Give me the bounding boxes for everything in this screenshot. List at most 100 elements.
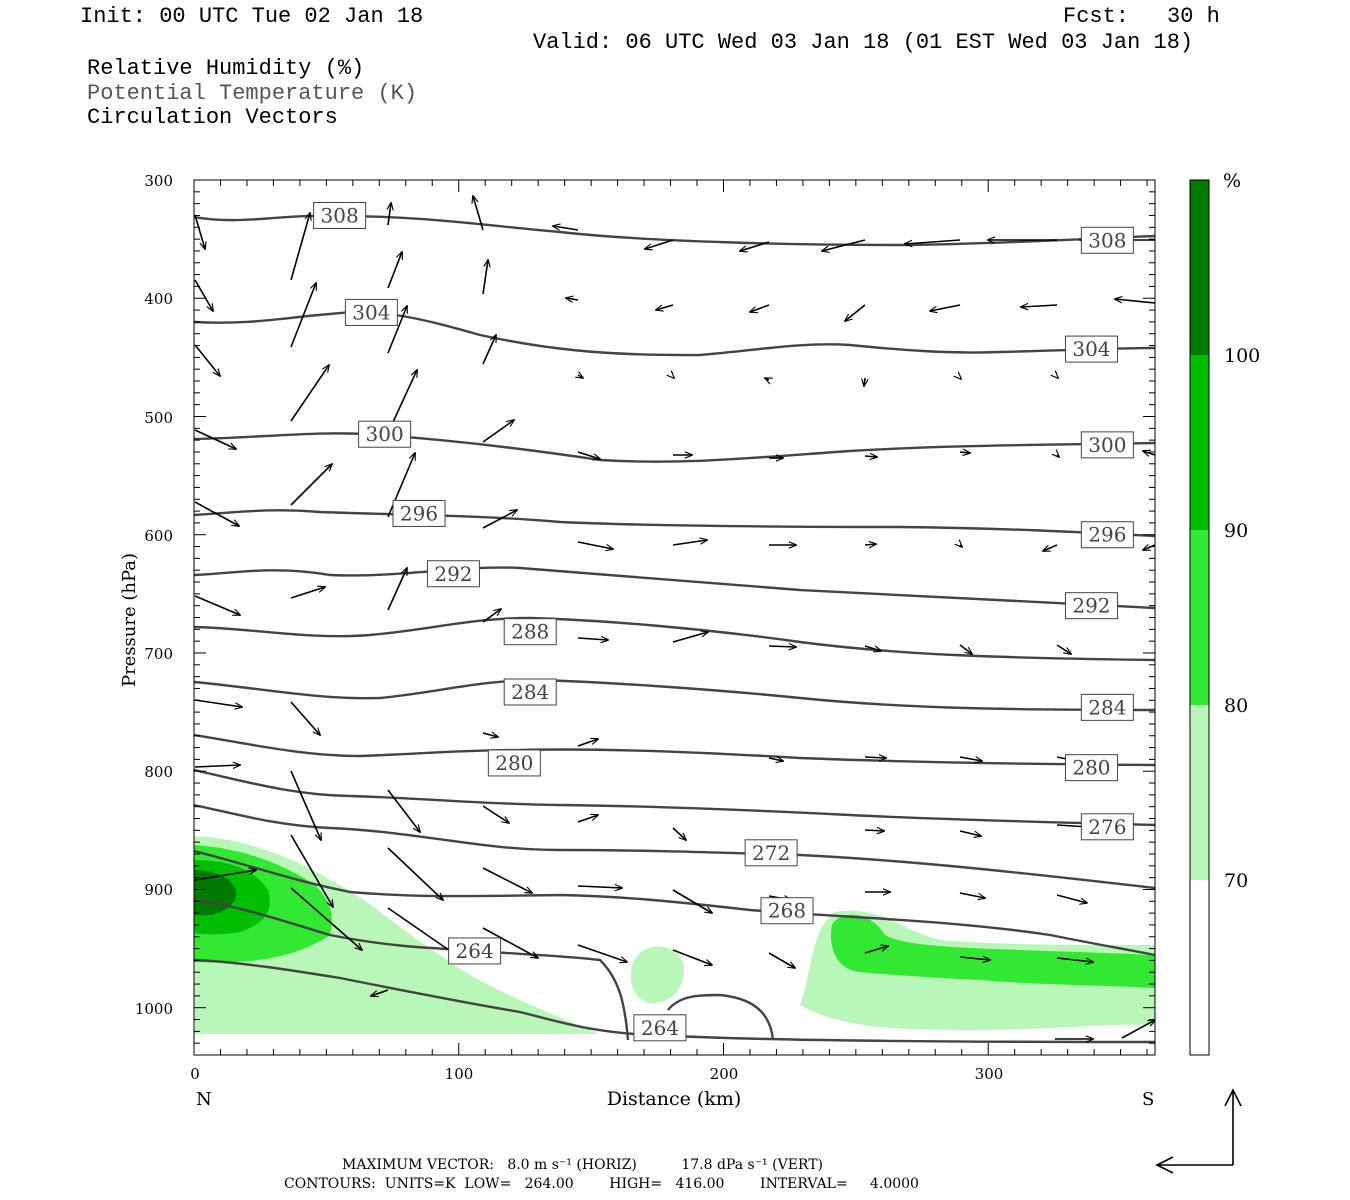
isentrope-label-text: 264	[456, 939, 494, 963]
isentrope-label-box	[313, 201, 367, 229]
wind-vector	[290, 701, 320, 735]
colorbar-band-100	[1190, 180, 1209, 355]
isentrope-label-box	[760, 897, 814, 925]
humidity-shading	[194, 836, 1155, 1034]
max-vector-note: MAXIMUM VECTOR: 8.0 m s⁻¹ (HORIZ) 17.8 d…	[342, 1157, 824, 1173]
isentrope-label: 280	[487, 749, 541, 777]
wind-vector	[768, 952, 795, 968]
wind-vector	[482, 260, 488, 295]
isentrope-288	[194, 616, 1155, 662]
wind-vector	[1056, 644, 1071, 654]
isentrope-label: 288	[503, 618, 557, 646]
colorbar-band-below	[1190, 880, 1209, 1055]
wind-vector	[290, 365, 329, 422]
isentrope-280	[194, 733, 1155, 767]
isentrope-label-box	[1064, 335, 1118, 363]
wind-vector	[740, 241, 770, 251]
wind-vector	[482, 510, 517, 529]
wind-vector	[194, 429, 236, 449]
y-tick-label: 600	[144, 527, 173, 545]
contour-info: CONTOURS: UNITS=K LOW= 264.00 HIGH= 416.…	[284, 1176, 919, 1192]
wind-vector	[960, 545, 962, 547]
wind-vector	[765, 378, 769, 380]
wind-vector	[645, 239, 674, 249]
wind-vector	[1143, 545, 1155, 550]
y-tick-label: 1000	[135, 1000, 173, 1018]
wind-vector	[905, 239, 961, 244]
rh-100-region	[194, 870, 237, 916]
isentrope-label-text: 296	[400, 501, 438, 525]
forecast-hour: 30 h	[1167, 4, 1220, 29]
field-rh: Relative Humidity (%)	[87, 56, 365, 81]
isentrope-label-box	[1080, 813, 1134, 841]
isentrope-label-box	[487, 749, 541, 777]
isentrope-label-text: 300	[366, 422, 404, 446]
y-tick-label: 500	[144, 409, 173, 427]
wind-vector	[387, 847, 443, 900]
isentrope-label-text: 268	[768, 899, 806, 923]
wind-vector	[959, 644, 972, 654]
wind-vector	[194, 699, 242, 707]
isentrope-268	[194, 849, 1155, 957]
isentrope-label-text: 296	[1088, 523, 1126, 547]
y-axis-label: Pressure (hPa)	[119, 553, 140, 687]
reference-vertical-vector	[1224, 1088, 1242, 1165]
y-tick-label: 700	[144, 645, 173, 663]
isentrope-label-box	[358, 420, 412, 448]
isentrope-label: 264	[448, 937, 502, 965]
colorbar-label-90: 90	[1224, 520, 1248, 542]
isentrope-label-box	[633, 1014, 687, 1042]
isentrope-label-text: 292	[434, 562, 472, 586]
isentrope-label-box	[1080, 521, 1134, 549]
north-label: N	[196, 1089, 212, 1110]
wind-vector	[290, 464, 332, 506]
wind-vector	[864, 645, 881, 651]
wind-vector	[371, 989, 389, 996]
wind-vector	[194, 501, 239, 526]
isentrope-labels: 308 308 304 304 300 300 296 296 292 292 288 284 284 2…	[313, 201, 1134, 1042]
wind-vector	[959, 957, 990, 960]
isentrope-label-text: 284	[511, 680, 549, 704]
wind-vector	[672, 540, 707, 546]
isentrope-label-text: 304	[1072, 337, 1110, 361]
wind-vector	[473, 196, 484, 231]
isentrope-276	[194, 768, 1155, 827]
isentropes	[194, 214, 1155, 1044]
wind-vector	[387, 568, 407, 611]
wind-vector	[482, 927, 538, 958]
isentrope-label: 292	[426, 560, 480, 588]
isentrope-label-text: 288	[511, 620, 549, 644]
y-tick-label: 800	[144, 763, 173, 781]
isentrope-264	[667, 993, 775, 1041]
valid-time: Valid: 06 UTC Wed 03 Jan 18 (01 EST Wed …	[533, 30, 1194, 55]
isentrope-label-box	[1080, 693, 1134, 721]
isentrope-label: 300	[1080, 431, 1134, 459]
y-tick-label: 300	[144, 172, 173, 190]
isentrope-label-box	[392, 499, 446, 527]
colorbar-label-100: 100	[1224, 345, 1260, 367]
isentrope-label: 308	[313, 201, 367, 229]
circulation-vectors	[194, 196, 1155, 1039]
wind-vector	[930, 304, 961, 311]
wind-vector	[577, 944, 627, 962]
isentrope-label: 296	[1080, 521, 1134, 549]
isentrope-label-text: 280	[1072, 756, 1110, 780]
wind-vector	[845, 304, 866, 321]
colorbar-frame	[1189, 179, 1210, 1056]
wind-vector	[194, 870, 256, 881]
wind-vector	[482, 733, 498, 737]
isentrope-label-box	[503, 678, 557, 706]
wind-vector	[290, 887, 362, 950]
isentrope-label: 308	[1080, 226, 1134, 254]
isentrope-label: 304	[344, 298, 398, 326]
wind-vector	[1021, 305, 1058, 307]
wind-vector	[566, 298, 579, 300]
wind-vector	[1057, 377, 1058, 378]
x-axis-tick-labels: 0 100 200 300	[190, 1065, 1003, 1083]
isentrope-label: 272	[744, 839, 798, 867]
wind-vector	[672, 889, 712, 913]
isentrope-label-text: 304	[352, 300, 390, 324]
x-tick-label: 0	[190, 1065, 200, 1083]
wind-vector	[1057, 455, 1059, 457]
